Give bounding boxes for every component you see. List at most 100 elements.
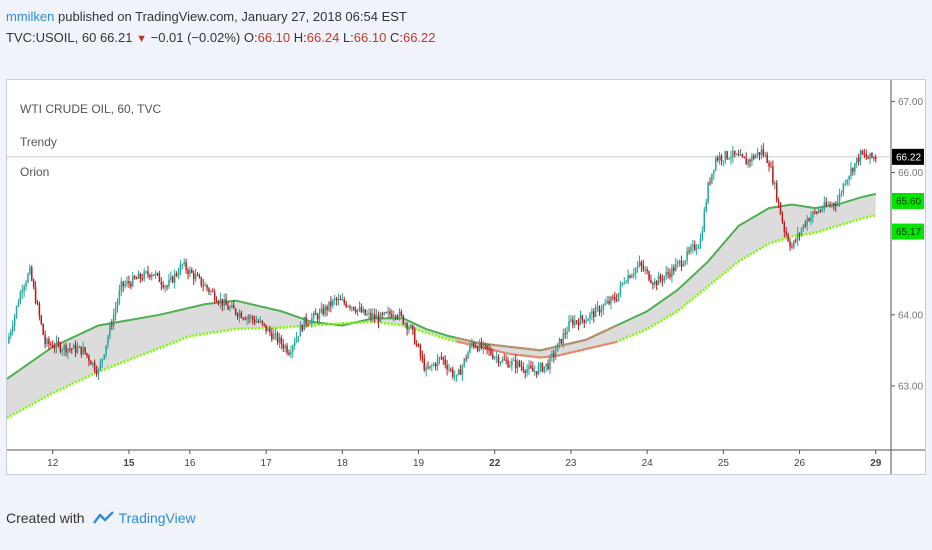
candle-body <box>244 318 246 320</box>
candle-body <box>259 320 262 322</box>
candle-body <box>867 157 869 159</box>
candle-body <box>619 284 622 293</box>
candle-body <box>781 214 784 223</box>
author-link[interactable]: mmilken <box>6 9 55 24</box>
candle-body <box>640 261 643 266</box>
candle-body <box>312 313 315 318</box>
candle-body <box>202 285 204 287</box>
publish-info: mmilken published on TradingView.com, Ja… <box>6 9 407 24</box>
candle-body <box>486 345 488 349</box>
candle-body <box>789 241 791 247</box>
candle-body <box>728 158 730 160</box>
candle-body <box>221 298 224 306</box>
candle-body <box>532 367 534 372</box>
candle-body <box>438 357 441 359</box>
candle-body <box>211 290 214 292</box>
chart-panel[interactable]: 63.00 64.00 66.00 67.00 12 15 16 17 18 19 22 23 24 25… <box>6 79 926 475</box>
candle-body <box>589 313 591 320</box>
candle-body <box>804 224 807 226</box>
candle-body <box>74 344 77 353</box>
candle-body <box>103 354 105 359</box>
candle-body <box>417 344 420 347</box>
candle-body <box>328 301 330 311</box>
candle-body <box>711 173 713 184</box>
indicator-orion-label[interactable]: Orion <box>20 165 50 179</box>
candle-body <box>330 301 332 306</box>
candle-body <box>758 152 761 155</box>
candle-body <box>793 240 795 248</box>
candle-body <box>297 336 300 338</box>
candle-body <box>381 313 384 315</box>
trendy-value-tag: 65.60 <box>892 192 924 209</box>
candle-body <box>560 338 563 344</box>
candle-body <box>553 353 555 357</box>
candle-body <box>208 288 210 292</box>
candle-body <box>389 311 391 315</box>
candle-body <box>364 309 366 315</box>
candle-body <box>265 324 267 332</box>
candle-body <box>76 347 79 353</box>
candle-body <box>471 342 473 346</box>
candle-body <box>404 323 406 325</box>
candle-body <box>829 204 831 206</box>
candle-body <box>838 193 841 202</box>
candle-body <box>396 316 399 318</box>
candle-body <box>236 313 239 317</box>
candle-body <box>240 312 243 319</box>
candle-body <box>674 264 677 272</box>
candle-body <box>50 344 52 346</box>
candle-body <box>242 318 245 320</box>
candle-body <box>48 339 50 345</box>
candle-body <box>252 316 254 320</box>
candle-body <box>276 333 279 343</box>
candle-body <box>747 159 749 165</box>
candle-body <box>716 158 719 161</box>
series-title: WTI CRUDE OIL, 60, TVC <box>20 102 162 116</box>
candle-body <box>318 312 321 320</box>
candle-body <box>139 273 142 279</box>
candle-body <box>533 371 536 373</box>
candle-body <box>511 360 513 366</box>
tradingview-brand[interactable]: TradingView <box>118 510 196 526</box>
candle-body <box>798 233 801 235</box>
candle-body <box>274 333 277 335</box>
tradingview-logo-icon <box>92 511 114 524</box>
candle-body <box>713 169 715 174</box>
candle-body <box>198 275 201 278</box>
close-value: 66.22 <box>402 30 436 45</box>
candle-body <box>452 369 454 377</box>
candle-body <box>358 307 361 310</box>
down-arrow-icon: ▼ <box>136 33 147 45</box>
candle-body <box>250 316 252 318</box>
band-fill <box>7 193 876 418</box>
candle-body <box>99 362 102 370</box>
candle-body <box>745 158 747 165</box>
candle-body <box>528 365 530 370</box>
candle-body <box>154 273 157 276</box>
candle-body <box>617 292 620 301</box>
candle-body <box>724 151 727 161</box>
candle-body <box>322 308 325 315</box>
candle-body <box>873 157 875 159</box>
candle-body <box>678 260 681 262</box>
candle-body <box>391 314 393 318</box>
candle-body <box>145 271 147 273</box>
candle-body <box>21 290 24 293</box>
candle-body <box>636 265 639 269</box>
candle-body <box>714 158 717 170</box>
publish-text: published on TradingView.com, January 27… <box>58 9 407 24</box>
candle-body <box>255 321 258 323</box>
candle-body <box>442 357 445 360</box>
candle-body <box>147 271 149 275</box>
candle-body <box>469 345 471 353</box>
candle-body <box>434 363 437 367</box>
candle-body <box>15 306 18 316</box>
candle-body <box>67 348 69 353</box>
candle-body <box>514 359 517 369</box>
indicator-trendy-label[interactable]: Trendy <box>20 135 57 149</box>
candle-body <box>463 358 466 366</box>
price-chart[interactable]: 63.00 64.00 66.00 67.00 12 15 16 17 18 19 22 23 24 25… <box>7 80 925 474</box>
candle-body <box>8 336 10 344</box>
candle-body <box>31 267 33 281</box>
candle-body <box>642 265 645 270</box>
